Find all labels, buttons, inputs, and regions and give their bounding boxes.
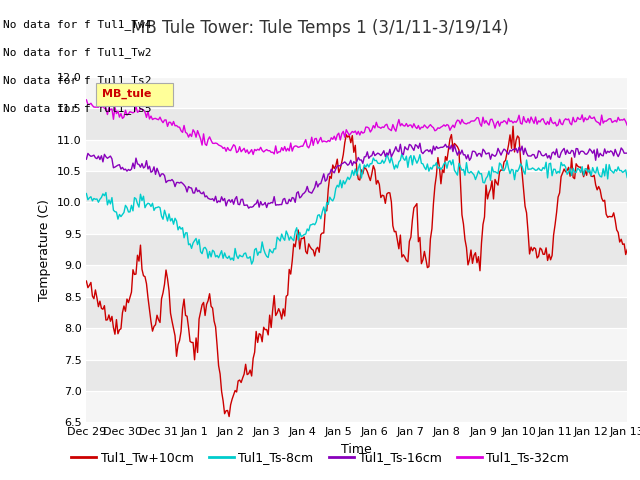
Text: No data for f Tul1_Tw2: No data for f Tul1_Tw2 (3, 47, 152, 58)
Text: No data for f Tul1_Ts5: No data for f Tul1_Ts5 (3, 103, 152, 114)
Bar (86, 297, 627, 328)
Tul1_Tw+10cm (422, 256, 429, 262)
Tul1_Ts-16cm (416, 140, 424, 146)
Bar (86, 203, 627, 234)
Tul1_Tw+10cm (97, 305, 105, 311)
Text: No data for f Tul1_Tw4: No data for f Tul1_Tw4 (3, 19, 152, 30)
X-axis label: Time: Time (341, 443, 372, 456)
Bar (86, 265, 627, 297)
Bar (86, 108, 627, 140)
Bar (86, 360, 627, 391)
Tul1_Ts-16cm (97, 153, 105, 159)
Tul1_Ts-8cm (623, 175, 631, 180)
Text: No data for f Tul1_Ts2: No data for f Tul1_Ts2 (3, 75, 152, 86)
Tul1_Ts-32cm (559, 122, 566, 128)
Tul1_Ts-32cm (410, 121, 418, 127)
Tul1_Ts-8cm (392, 162, 400, 168)
Tul1_Ts-16cm (410, 147, 418, 153)
Tul1_Tw+10cm (392, 228, 400, 234)
Y-axis label: Temperature (C): Temperature (C) (38, 199, 51, 300)
Tul1_Ts-16cm (623, 150, 631, 156)
Tul1_Ts-32cm (83, 97, 90, 103)
Tul1_Ts-16cm (560, 145, 568, 151)
Tul1_Ts-16cm (183, 189, 191, 195)
Tul1_Ts-8cm (424, 161, 431, 167)
Tul1_Ts-8cm (83, 191, 90, 196)
Tul1_Ts-8cm (248, 261, 255, 267)
Tul1_Ts-8cm (398, 151, 406, 156)
Text: MB_tule: MB_tule (102, 89, 152, 99)
Tul1_Ts-16cm (245, 205, 253, 211)
Text: MB Tule Tower: Tule Temps 1 (3/1/11-3/19/14): MB Tule Tower: Tule Temps 1 (3/1/11-3/19… (131, 19, 509, 37)
Tul1_Ts-8cm (560, 162, 568, 168)
Tul1_Ts-32cm (422, 124, 429, 130)
Line: Tul1_Ts-8cm: Tul1_Ts-8cm (86, 154, 627, 264)
Bar (86, 140, 627, 171)
Legend: Tul1_Tw+10cm, Tul1_Ts-8cm, Tul1_Ts-16cm, Tul1_Ts-32cm: Tul1_Tw+10cm, Tul1_Ts-8cm, Tul1_Ts-16cm,… (66, 446, 574, 469)
Tul1_Ts-32cm (97, 105, 105, 110)
Tul1_Tw+10cm (410, 205, 418, 211)
Line: Tul1_Tw+10cm: Tul1_Tw+10cm (86, 126, 627, 417)
Tul1_Ts-8cm (183, 230, 191, 236)
Bar (86, 391, 627, 422)
Line: Tul1_Ts-32cm: Tul1_Ts-32cm (86, 100, 627, 155)
Tul1_Ts-32cm (250, 152, 257, 157)
Bar (86, 328, 627, 360)
Tul1_Ts-16cm (83, 156, 90, 162)
Tul1_Ts-16cm (392, 144, 400, 150)
Tul1_Ts-32cm (183, 131, 191, 136)
Tul1_Tw+10cm (183, 313, 191, 319)
Tul1_Tw+10cm (509, 123, 517, 129)
Tul1_Tw+10cm (225, 414, 233, 420)
Tul1_Ts-16cm (424, 147, 431, 153)
Bar (86, 171, 627, 203)
Tul1_Ts-32cm (392, 128, 400, 134)
Tul1_Ts-8cm (97, 194, 105, 200)
Tul1_Tw+10cm (560, 166, 568, 172)
Bar (86, 234, 627, 265)
Line: Tul1_Ts-16cm: Tul1_Ts-16cm (86, 143, 627, 208)
Tul1_Tw+10cm (623, 247, 631, 252)
Tul1_Ts-8cm (412, 156, 419, 162)
Tul1_Ts-32cm (623, 122, 631, 128)
Bar (86, 77, 627, 108)
Tul1_Tw+10cm (83, 278, 90, 284)
